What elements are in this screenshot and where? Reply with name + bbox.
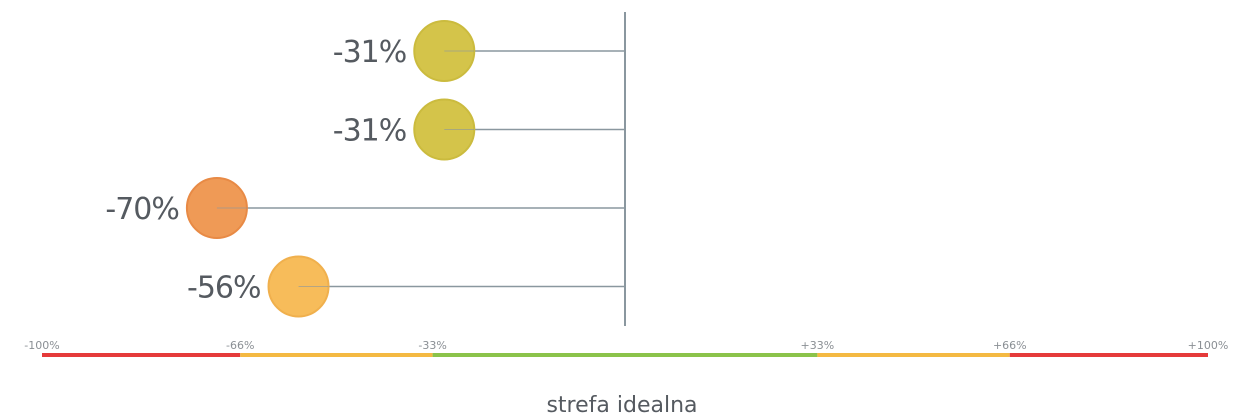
- tick-label: -66%: [226, 339, 254, 352]
- tick-label: +66%: [993, 339, 1027, 352]
- row-3: -70%: [105, 177, 625, 239]
- value-label: -56%: [187, 271, 261, 306]
- row-4: -56%: [187, 255, 625, 318]
- value-label: -70%: [105, 192, 179, 227]
- chart-rows: -31% -31% -70% -56%: [105, 12, 626, 326]
- tick-label: -33%: [418, 339, 446, 352]
- value-label: -31%: [333, 35, 407, 70]
- tick-label: -100%: [24, 339, 59, 352]
- row-2: -31%: [333, 98, 625, 161]
- row-1: -31%: [333, 20, 625, 82]
- tick-label: +100%: [1188, 339, 1229, 352]
- tick-label: +33%: [801, 339, 835, 352]
- value-label: -31%: [333, 114, 407, 149]
- ideal-zone-caption: strefa idealna: [546, 393, 697, 415]
- scale-axis: -100% -66% -33% +33% +66% +100%: [24, 339, 1229, 357]
